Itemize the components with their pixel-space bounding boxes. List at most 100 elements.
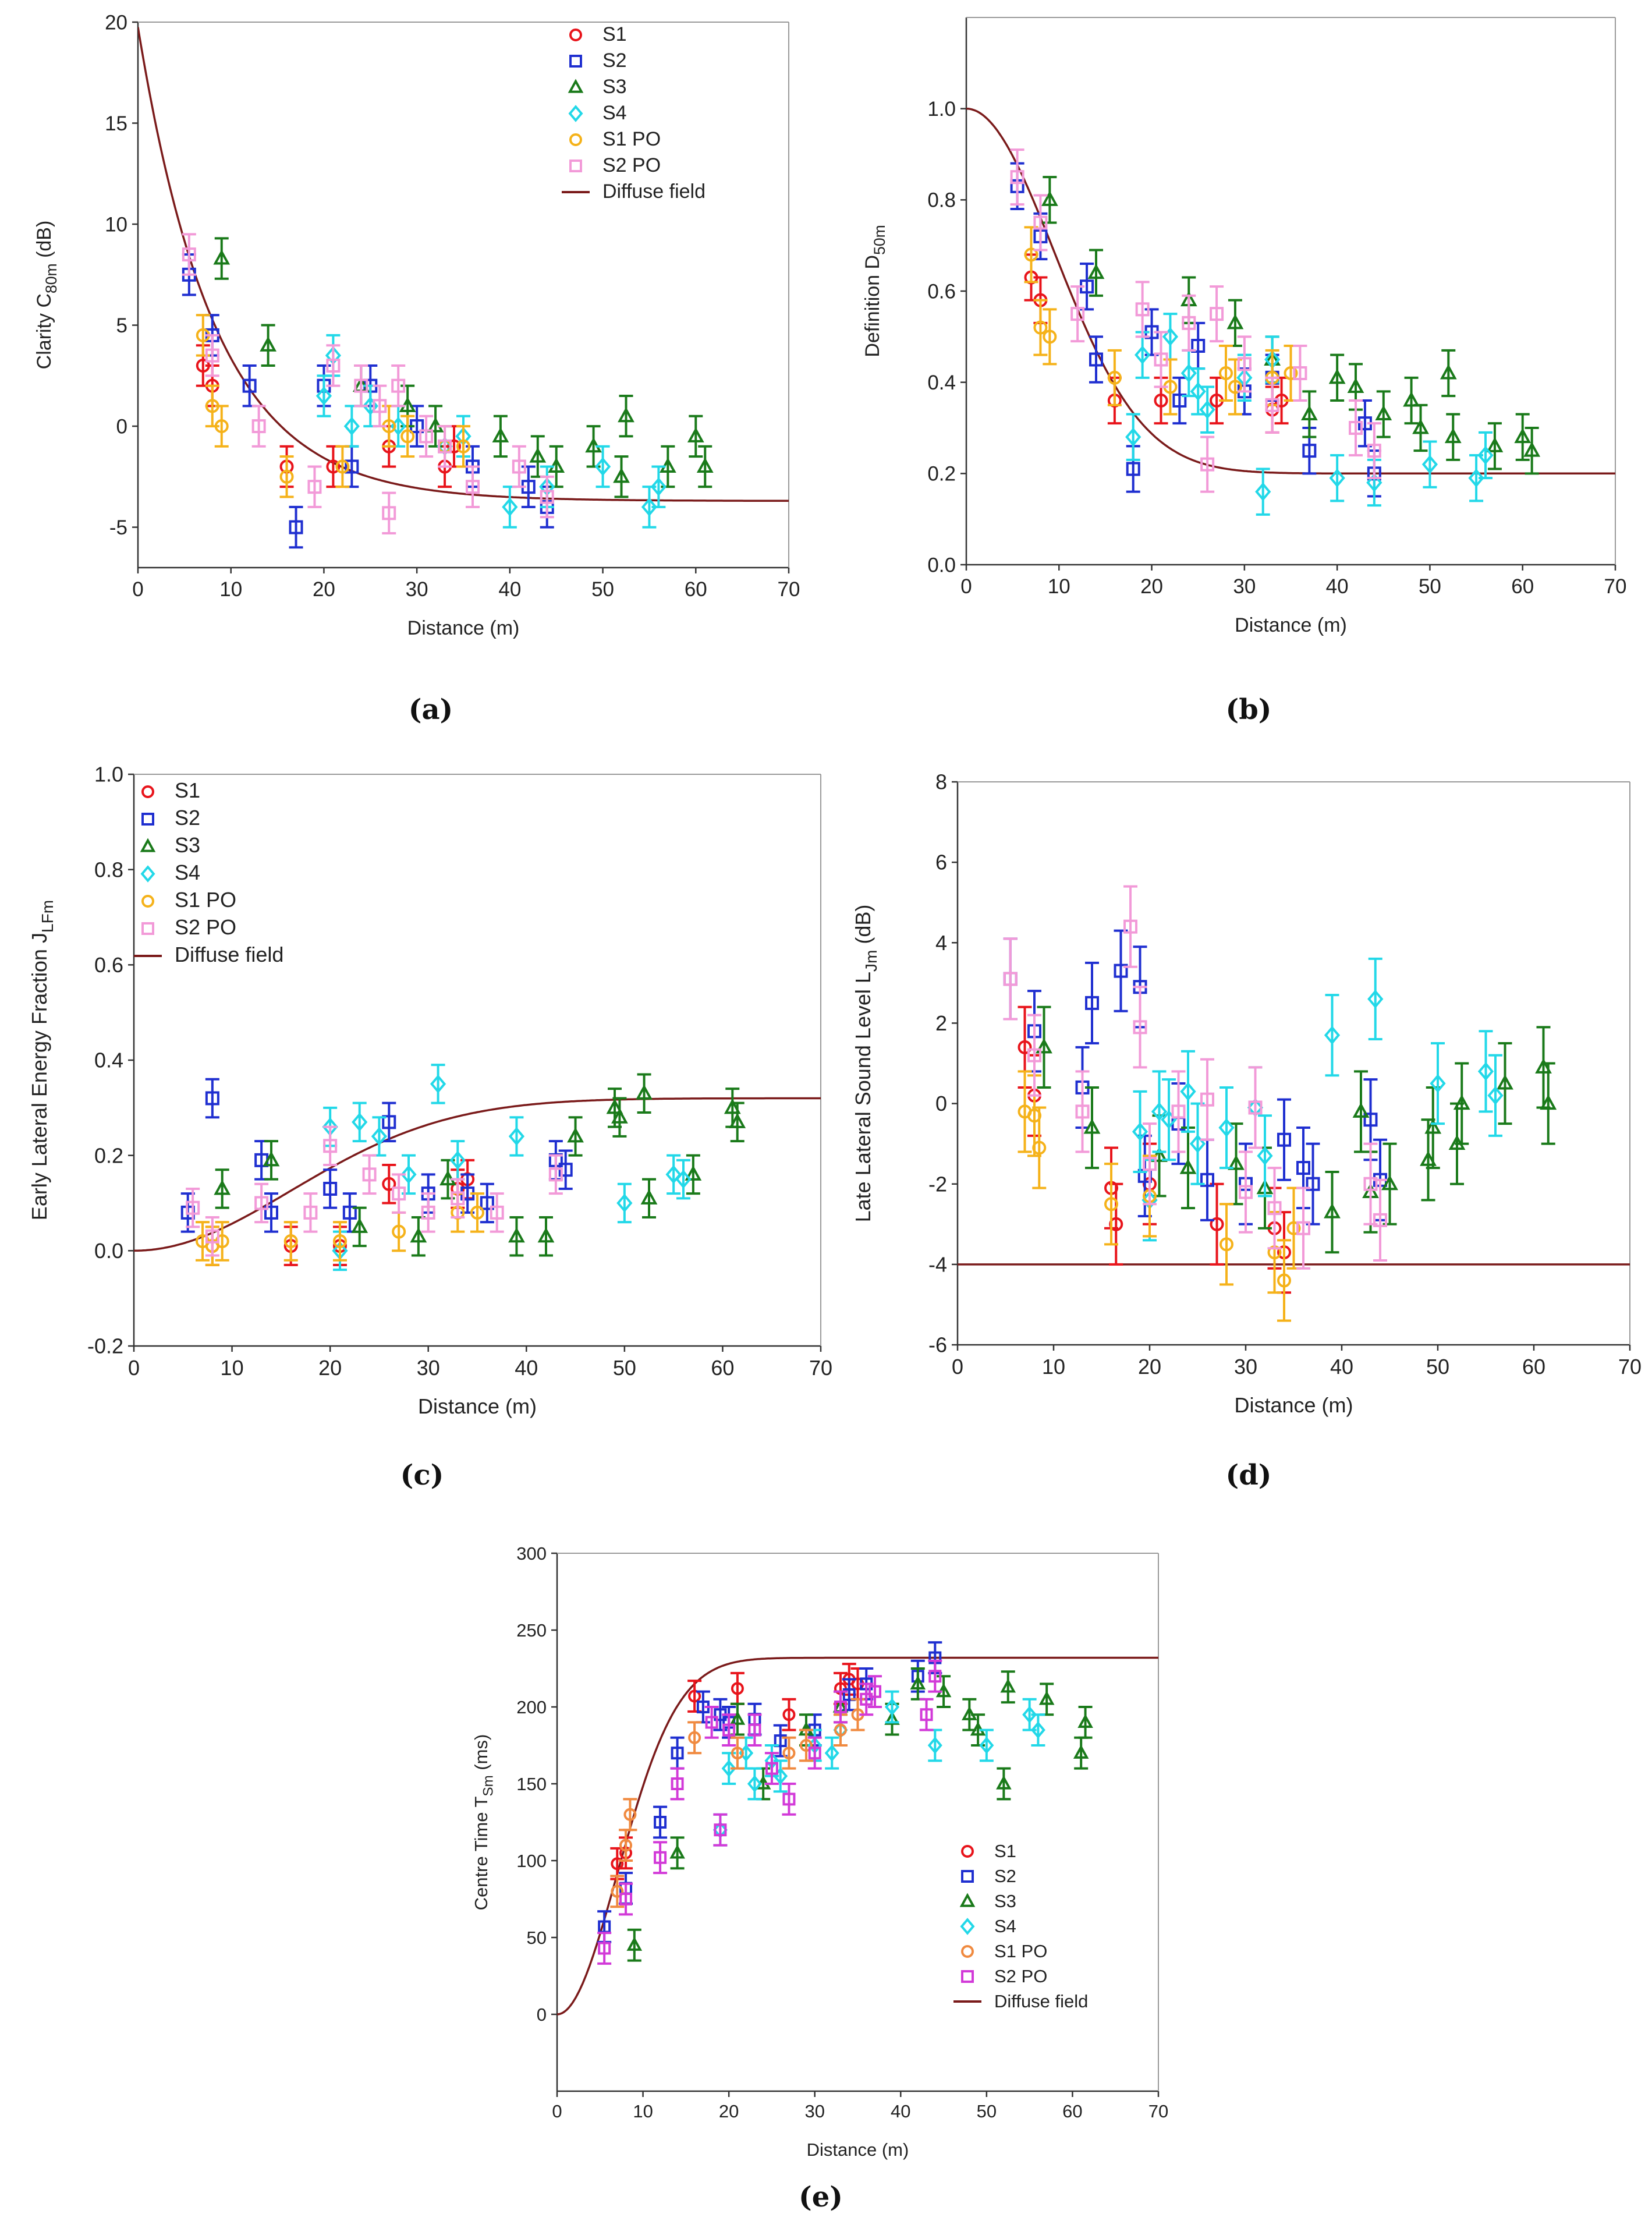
data-point: [512, 459, 526, 474]
data-point: [1497, 1074, 1513, 1090]
data-point: [1381, 1175, 1398, 1191]
data-point: [214, 419, 229, 434]
data-point: [1010, 170, 1024, 185]
data-point: [242, 378, 257, 393]
x-tick-label: 30: [804, 2101, 824, 2121]
legend-label: S1: [175, 778, 200, 802]
x-tick-label: 60: [1511, 575, 1534, 598]
series-s1-po: [610, 1698, 865, 1908]
data-point: [705, 1716, 718, 1729]
data-point: [1487, 1086, 1504, 1105]
legend-entry: S2 PO: [569, 154, 661, 176]
data-point: [729, 1710, 746, 1725]
data-point: [722, 1723, 736, 1737]
data-point: [1293, 366, 1307, 380]
x-tick-label: 70: [1604, 575, 1627, 598]
data-point: [1306, 1177, 1320, 1191]
legend-entry: S3: [959, 1891, 1016, 1911]
legend-marker: [568, 79, 584, 93]
data-point: [884, 1710, 900, 1725]
data-point: [1190, 382, 1206, 401]
data-point: [1228, 1154, 1245, 1170]
data-point: [1540, 1094, 1557, 1110]
x-tick-label: 60: [711, 1356, 734, 1380]
x-tick-label: 20: [1140, 575, 1163, 598]
data-point: [1200, 457, 1215, 472]
data-point: [382, 1115, 396, 1129]
legend-entry: S1: [569, 23, 627, 45]
y-tick-label: 0.6: [94, 953, 123, 977]
x-tick-label: 50: [977, 2101, 997, 2121]
data-point: [1038, 1691, 1055, 1705]
data-point: [618, 407, 634, 423]
data-point: [421, 1205, 435, 1220]
legend-label: Diffuse field: [602, 180, 706, 203]
data-point: [1000, 1678, 1016, 1693]
y-tick-label: -5: [109, 516, 127, 539]
data-point: [731, 1682, 744, 1695]
data-point: [721, 1759, 736, 1777]
data-point: [824, 1744, 839, 1762]
legend-entry: S2: [961, 1866, 1016, 1886]
x-tick-label: 20: [313, 578, 335, 601]
data-point: [1302, 444, 1317, 458]
data-point: [1219, 366, 1233, 380]
legend-marker: [961, 1945, 974, 1958]
data-point: [1453, 1094, 1470, 1110]
data-point: [382, 506, 396, 520]
data-point: [1477, 1062, 1494, 1081]
data-point: [979, 1737, 994, 1754]
legend-marker: [960, 1918, 975, 1935]
legend-entry: S4: [960, 1916, 1016, 1936]
y-tick-label: 5: [116, 314, 127, 337]
data-point: [354, 378, 368, 393]
data-point: [323, 1139, 338, 1153]
data-point: [685, 1165, 702, 1181]
chart-panel-e: 0 10 20 30 40 50 60 70 0 50 100 150 200 250 300 Distanc…: [471, 1543, 1168, 2213]
diffuse-field-curve: [138, 27, 789, 502]
y-tick-label: 100: [516, 1851, 547, 1871]
x-tick-label: 10: [1048, 575, 1070, 598]
data-point: [1087, 264, 1105, 279]
data-point: [567, 1127, 584, 1143]
diffuse-field-curve: [966, 107, 1615, 475]
data-point: [782, 1793, 796, 1806]
legend-label: S4: [175, 860, 200, 884]
data-point: [665, 1165, 682, 1184]
data-point: [1296, 1161, 1310, 1175]
data-point: [1182, 316, 1196, 330]
y-tick-label: 20: [105, 11, 127, 34]
x-tick-label: 50: [591, 578, 614, 601]
series-s3: [214, 1073, 746, 1257]
data-point: [626, 1936, 643, 1951]
data-point: [1219, 1237, 1233, 1252]
legend-label: Diffuse field: [175, 943, 283, 966]
data-point: [540, 490, 554, 504]
series-s4: [322, 1064, 692, 1271]
series-s2-po: [182, 233, 554, 535]
x-tick-label: 30: [1234, 1355, 1257, 1379]
data-point: [1085, 996, 1099, 1010]
data-point: [1070, 307, 1085, 321]
y-tick-label: -2: [928, 1172, 947, 1196]
legend-label: S2: [994, 1866, 1016, 1886]
data-point: [1440, 364, 1457, 380]
legend-marker: [141, 922, 154, 935]
data-point: [782, 1747, 796, 1760]
x-tick-label: 0: [960, 575, 972, 598]
data-point: [315, 386, 332, 406]
data-point: [1468, 469, 1484, 488]
data-point: [508, 1127, 525, 1146]
data-point: [1180, 1082, 1196, 1101]
x-tick-label: 30: [1233, 575, 1256, 598]
y-tick-label: 0.0: [94, 1239, 123, 1263]
y-tick-label: 300: [516, 1543, 547, 1564]
y-tick-label: 0: [537, 2004, 547, 2025]
data-point: [606, 1099, 623, 1114]
data-point: [594, 457, 611, 476]
data-point: [264, 1205, 278, 1220]
legend-label: S1 PO: [994, 1941, 1047, 1961]
data-point: [714, 1823, 727, 1837]
data-point: [1535, 1058, 1552, 1074]
data-point: [1075, 1104, 1090, 1119]
